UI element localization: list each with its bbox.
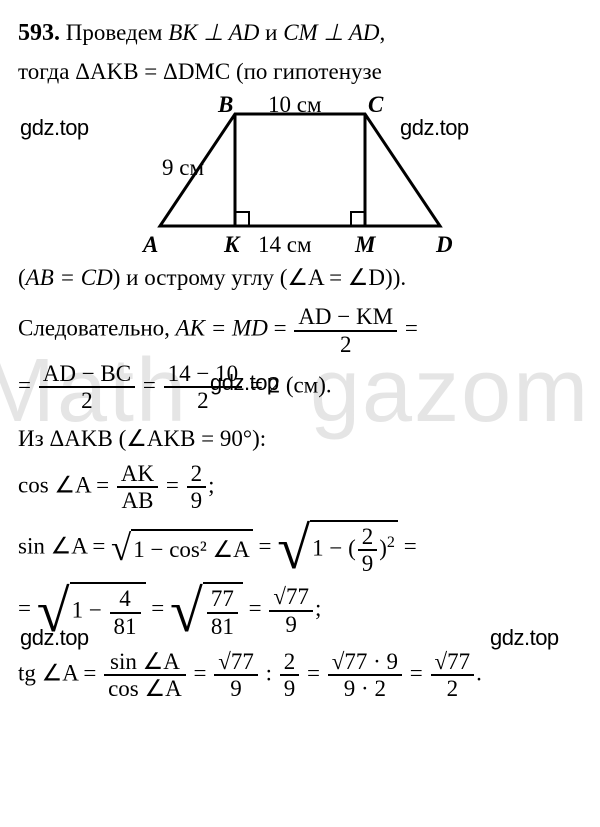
sqrt-1: 1 − cos² ∠A: [111, 529, 253, 566]
frac-2-9: 29: [187, 461, 207, 514]
label-top: 10 см: [268, 88, 322, 121]
text: (по гипотенузе: [230, 59, 382, 84]
ang-eq: ∠A = ∠D: [287, 265, 385, 290]
sin-a: sin ∠A: [18, 533, 87, 558]
frac-sin-cos: sin ∠Acos ∠A: [104, 649, 186, 702]
text: (: [113, 426, 126, 451]
ang-akb: ∠AKB = 90°: [126, 426, 252, 451]
line-5: = AD − BC2 = 14 − 102 = 2 (см).: [18, 361, 582, 414]
frac-77-81: 7781: [207, 586, 238, 639]
frac-ak-ab: AKAB: [117, 461, 158, 514]
watermark-icon: gdz.top: [20, 115, 89, 141]
label-A: A: [143, 228, 158, 261]
frac-2: AD − BC2: [39, 361, 135, 414]
ab-cd: AB = CD: [26, 265, 113, 290]
text: Следовательно,: [18, 316, 176, 341]
problem-number: 593.: [18, 20, 60, 46]
text: (: [18, 265, 26, 290]
tri-eq: ΔAKB = ΔDMC: [75, 59, 230, 84]
label-K: K: [224, 228, 239, 261]
watermark-icon: gdz.top: [490, 625, 559, 651]
frac-2-9c: 29: [280, 649, 300, 702]
line-1: 593. Проведем BK ⊥ AD и CM ⊥ AD,: [18, 16, 582, 51]
tri-akb: ΔAKB: [49, 426, 112, 451]
semi: ;: [208, 473, 214, 498]
text: )).: [385, 265, 406, 290]
label-bottom: 14 см: [258, 228, 312, 261]
label-C: C: [368, 88, 383, 121]
sqrt-2: 1 − (29)2: [277, 520, 398, 577]
period: .: [476, 660, 482, 685]
label-left: 9 см: [162, 151, 204, 184]
frac-r77-2: √772: [431, 649, 475, 702]
expr-cm: CM ⊥ AD: [283, 20, 379, 45]
label-D: D: [436, 228, 453, 261]
semi: ;: [315, 596, 321, 621]
ak-md: AK = MD: [176, 316, 268, 341]
watermark-icon: gdz.top: [400, 115, 469, 141]
tg-a: tg ∠A: [18, 660, 78, 685]
text: тогда: [18, 59, 75, 84]
eq: =: [268, 316, 292, 341]
frac-4-81: 481: [110, 586, 141, 639]
text: ):: [252, 426, 266, 451]
text: и: [259, 20, 283, 45]
frac-1: AD − KM2: [294, 304, 397, 357]
line-sin-1: sin ∠A = 1 − cos² ∠A = 1 − (29)2 =: [18, 520, 582, 577]
line-cos: cos ∠A = AKAB = 29;: [18, 461, 582, 514]
line-3: (AB = CD) и острому углу (∠A = ∠D)).: [18, 261, 582, 294]
line-2: тогда ΔAKB = ΔDMC (по гипотенузе: [18, 55, 582, 88]
line-6: Из ΔAKB (∠AKB = 90°):: [18, 422, 582, 455]
label-B: B: [218, 88, 233, 121]
line-4: Следовательно, AK = MD = AD − KM2 =: [18, 304, 582, 357]
frac-r77-9: √779: [269, 584, 313, 637]
watermark-icon: gdz.top: [20, 625, 89, 651]
sqrt-4: 7781: [170, 582, 243, 639]
watermark-icon: gdz.top: [210, 370, 279, 396]
text: Проведем: [66, 20, 168, 45]
text: ) и острому углу (: [113, 265, 288, 290]
cos-a: cos ∠A: [18, 473, 90, 498]
frac-r77-9b: √779: [214, 649, 258, 702]
line-tg: tg ∠A = sin ∠Acos ∠A = √779 : 29 = √77 ·…: [18, 649, 582, 702]
frac-r77-9-9-2: √77 · 99 · 2: [328, 649, 402, 702]
text: ,: [379, 20, 385, 45]
label-M: M: [355, 228, 375, 261]
expr-bk: BK ⊥ AD: [168, 20, 259, 45]
text: Из: [18, 426, 49, 451]
frac-2-9b: 29: [358, 524, 378, 577]
